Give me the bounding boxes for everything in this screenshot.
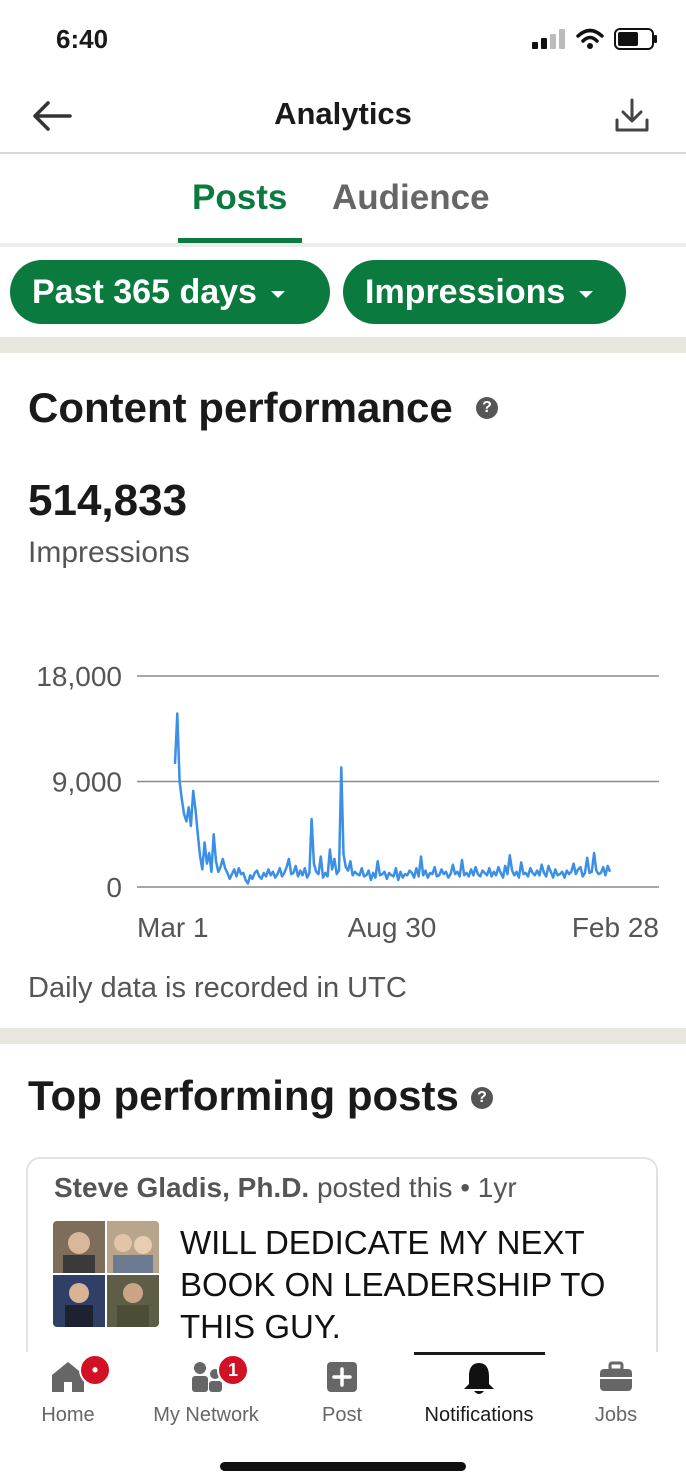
x-tick-label: Aug 30 — [348, 912, 437, 943]
back-arrow-icon[interactable] — [30, 98, 74, 134]
impressions-total: 514,833 — [28, 476, 188, 525]
people-icon — [192, 1362, 222, 1392]
content-performance-heading: Content performance — [28, 384, 453, 431]
home-icon — [52, 1362, 84, 1392]
header-divider — [0, 152, 686, 154]
post-author-line: Steve Gladis, Ph.D. posted this • 1yr — [54, 1172, 517, 1204]
signal-icon — [532, 29, 565, 49]
bell-icon — [464, 1363, 494, 1394]
date-range-dropdown[interactable]: Past 365 days — [10, 260, 330, 324]
post-author[interactable]: Steve Gladis, Ph.D. — [54, 1172, 310, 1203]
download-icon[interactable] — [612, 96, 652, 136]
page-title: Analytics — [274, 96, 412, 131]
top-posts-heading: Top performing posts — [28, 1072, 459, 1119]
notification-dot: • — [79, 1354, 111, 1386]
active-tab-indicator — [178, 238, 302, 243]
nav-notifications-label: Notifications — [424, 1404, 534, 1426]
caret-down-icon — [270, 290, 285, 298]
tab-posts[interactable]: Posts — [192, 178, 288, 217]
section-separator — [0, 1028, 686, 1044]
post-text[interactable]: WILL DEDICATE MY NEXT BOOK ON LEADERSHIP… — [180, 1224, 606, 1345]
impressions-label: Impressions — [28, 536, 190, 569]
y-tick-label: 0 — [106, 872, 122, 903]
y-tick-label: 9,000 — [52, 767, 122, 798]
tabs-divider — [0, 243, 686, 247]
network-badge: 1 — [217, 1354, 249, 1386]
nav-network-label: My Network — [153, 1404, 259, 1426]
nav-home-label: Home — [41, 1404, 95, 1426]
briefcase-icon — [600, 1361, 632, 1391]
x-tick-label: Mar 1 — [137, 912, 209, 943]
status-time: 6:40 — [56, 24, 109, 54]
date-range-label: Past 365 days — [32, 272, 257, 311]
utc-footnote: Daily data is recorded in UTC — [28, 972, 407, 1004]
post-meta: posted this — [316, 1172, 453, 1203]
y-tick-label: 18,000 — [36, 661, 122, 692]
nav-jobs-label: Jobs — [594, 1404, 638, 1426]
post-thumbnail[interactable] — [53, 1221, 159, 1327]
x-tick-label: Feb 28 — [572, 912, 659, 943]
wifi-icon — [576, 28, 604, 49]
active-nav-indicator — [414, 1352, 545, 1355]
nav-post-label: Post — [321, 1404, 363, 1426]
caret-down-icon — [579, 290, 594, 298]
battery-icon — [614, 28, 657, 50]
metric-dropdown[interactable]: Impressions — [343, 260, 626, 324]
home-indicator — [220, 1462, 466, 1471]
impressions-series-line — [173, 712, 612, 885]
tab-audience[interactable]: Audience — [332, 178, 490, 217]
impressions-chart: 18,000 9,000 0 Mar 1 Aug 30 Feb 28 — [36, 661, 659, 943]
help-icon[interactable]: ? — [471, 1087, 493, 1109]
post-age: • 1yr — [460, 1172, 517, 1203]
plus-square-icon — [327, 1362, 357, 1392]
metric-label: Impressions — [365, 272, 566, 311]
section-separator — [0, 337, 686, 353]
help-icon[interactable]: ? — [476, 397, 498, 419]
status-icons — [532, 28, 658, 50]
